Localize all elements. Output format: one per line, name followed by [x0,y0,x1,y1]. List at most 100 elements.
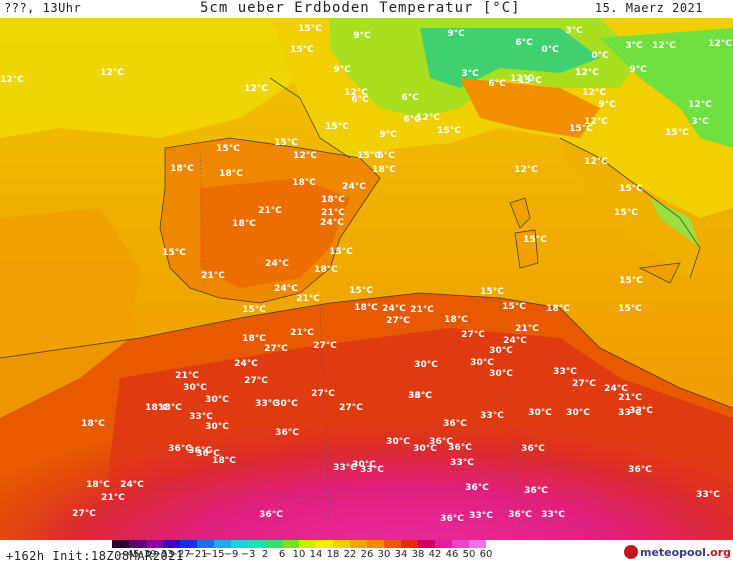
legend-tick-label: 6 [278,549,286,560]
north-sea-area [0,18,300,138]
temperature-label: 15°C [329,247,353,257]
temperature-label: 12°C [688,100,712,110]
temperature-label: 12°C [416,113,440,123]
temperature-label: 27°C [244,376,268,386]
legend-swatch [265,540,282,548]
legend-swatch [401,540,418,548]
legend-swatch [435,540,452,548]
temperature-label: 27°C [72,509,96,519]
temperature-label: 30°C [274,399,298,409]
temperature-label: 36°C [408,391,432,401]
temperature-label: 0°C [541,45,559,55]
temperature-label: 30°C [413,444,437,454]
temperature-label: 36°C [628,465,652,475]
temperature-label: 24°C [382,304,406,314]
temperature-label: 36°C [188,446,212,456]
legend-swatch [452,540,469,548]
temperature-label: 15°C [569,124,593,134]
temperature-label: 15°C [665,128,689,138]
temperature-label: 33°C [696,490,720,500]
temperature-label: 33°C [480,411,504,421]
temperature-label: 9°C [598,100,616,110]
temperature-label: 33°C [408,391,432,401]
temperature-map: 15°C 9°C 9°C 3°C 6°C 0°C 3°C 12°C 12°C 12°C 12°C 15… [0,18,733,540]
balkan-green [600,28,733,148]
temperature-label: 21°C [618,393,642,403]
temperature-label: 9°C [353,31,371,41]
temperature-label: 18°C [314,265,338,275]
temperature-label: 18°C [170,164,194,174]
legend-tick-label: 42 [428,549,442,560]
temperature-label: 36°C [521,444,545,454]
temperature-label: 21°C [258,206,282,216]
temperature-label: 30°C [183,383,207,393]
temperature-label: 18°C [242,334,266,344]
temperature-label: 12°C [244,84,268,94]
temperature-label: 18°C [321,195,345,205]
valid-date: 15. Maerz 2021 [594,1,703,15]
temperature-label: 15°C [619,276,643,286]
temperature-label: 33°C [450,458,474,468]
temperature-label: 24°C [604,384,628,394]
legend-swatch [197,540,214,548]
temperature-label: 21°C [101,493,125,503]
meteopool-logo[interactable]: meteopool.org [623,545,731,559]
italy-apennines [650,198,700,248]
sicily [640,263,680,283]
legend-tick-label: −27 [169,549,191,560]
temperature-label: 18°C [372,165,396,175]
legend-tick-label: 46 [445,549,459,560]
atlantic-area [0,208,140,418]
legend-tick-label: 26 [360,549,374,560]
temperature-label: 18°C [158,403,182,413]
temperature-label: 6°C [488,79,506,89]
temperature-label: 27°C [264,344,288,354]
temperature-label: 15°C [357,151,381,161]
temperature-label: 3°C [625,41,643,51]
temperature-label: 15°C [325,122,349,132]
temperature-label: 12°C [510,74,534,84]
legend-swatch [384,540,401,548]
temperature-label: 15°C [523,235,547,245]
temperature-label: 30°C [489,346,513,356]
sardinia [515,230,538,268]
temperature-label: 21°C [410,305,434,315]
legend-swatch [316,540,333,548]
temperature-label: 33°C [360,465,384,475]
temperature-label: 18°C [81,419,105,429]
temperature-label: 15°C [502,302,526,312]
temperature-label: 27°C [386,316,410,326]
iberia-interior [200,178,350,288]
temperature-label: 12°C [514,165,538,175]
map-header: ???, 13Uhr 5cm ueber Erdboden Temperatur… [0,0,733,18]
temperature-label: 33°C [189,412,213,422]
temperature-label: 33°C [541,510,565,520]
temperature-label: 36°C [275,428,299,438]
temperature-label: 15°C [614,208,638,218]
legend-tick-label: 50 [462,549,476,560]
temperature-label: 36°C [465,483,489,493]
legend-tick-label: 10 [292,549,306,560]
temperature-label: 3°C [461,69,479,79]
temperature-label: 15°C [619,184,643,194]
legend-tick-label: 60 [479,549,493,560]
legend-tick-label: −45 [118,549,140,560]
sahara-hot [0,318,733,540]
temperature-label: 18°C [219,169,243,179]
temperature-label: 36°C [259,510,283,520]
temperature-label: 24°C [320,218,344,228]
temperature-label: 27°C [313,341,337,351]
italy-land [560,138,700,278]
map-footer: −45 −39 −33 −27 −21 −15 −9 −3 2 6 10 14 18 22 26 30 34 38… [0,540,733,566]
map-title: 5cm ueber Erdboden Temperatur [°C] [200,0,521,16]
temperature-label: 15°C [618,304,642,314]
color-legend-bar [112,540,486,548]
temperature-label: 36°C [440,514,464,524]
temperature-label: 18°C [292,178,316,188]
temperature-label: 27°C [461,330,485,340]
legend-swatch [112,540,129,548]
temperature-label: 12°C [293,151,317,161]
legend-swatch [146,540,163,548]
legend-tick-label: 38 [411,549,425,560]
legend-tick-label: 34 [394,549,408,560]
